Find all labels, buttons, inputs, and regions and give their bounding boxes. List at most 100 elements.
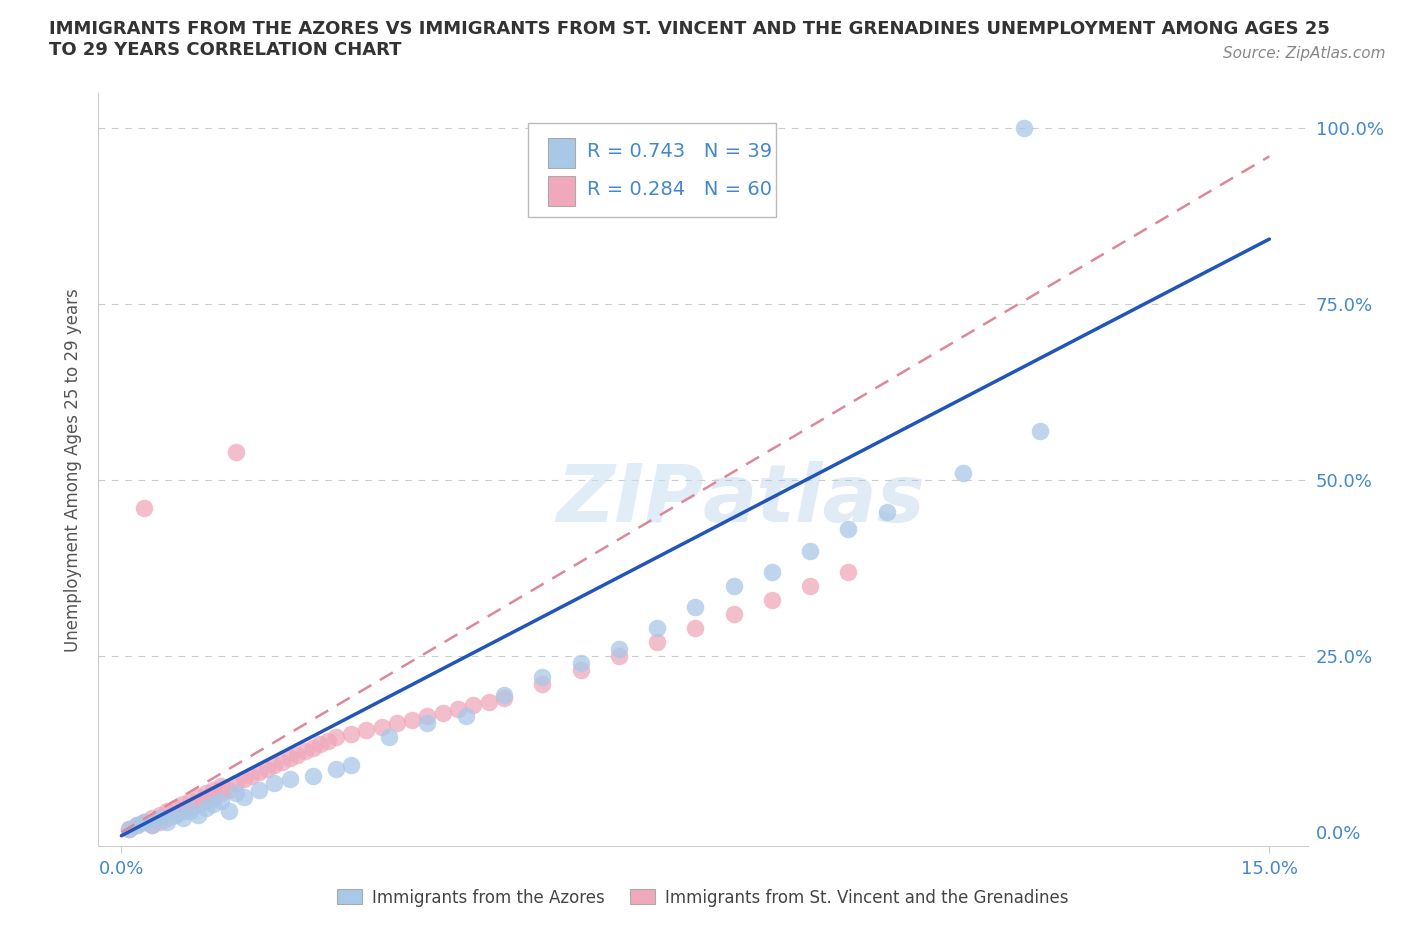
Point — [463, 698, 485, 713]
Point — [401, 712, 423, 727]
Point — [416, 716, 439, 731]
Text: R = 0.284   N = 60: R = 0.284 N = 60 — [586, 179, 772, 199]
Point — [278, 751, 301, 765]
Text: TO 29 YEARS CORRELATION CHART: TO 29 YEARS CORRELATION CHART — [49, 41, 402, 59]
Point — [125, 817, 148, 832]
Point — [187, 807, 209, 822]
Point — [256, 762, 278, 777]
Point — [179, 804, 201, 818]
Point — [761, 592, 783, 607]
Point — [723, 606, 745, 621]
Point — [209, 793, 232, 808]
Point — [218, 782, 240, 797]
Point — [876, 504, 898, 519]
Point — [209, 779, 232, 794]
Point — [316, 733, 339, 748]
Point — [194, 800, 217, 815]
Point — [194, 786, 217, 801]
Point — [492, 687, 515, 702]
Point — [202, 797, 225, 812]
Point — [278, 772, 301, 787]
Point — [263, 776, 285, 790]
Legend: Immigrants from the Azores, Immigrants from St. Vincent and the Grenadines: Immigrants from the Azores, Immigrants f… — [330, 882, 1076, 913]
Point — [194, 793, 217, 808]
Point — [240, 768, 263, 783]
Point — [447, 701, 470, 716]
Point — [125, 817, 148, 832]
Point — [141, 817, 163, 832]
Point — [202, 790, 225, 804]
Point — [149, 815, 172, 830]
Point — [156, 811, 179, 826]
Point — [378, 730, 401, 745]
Point — [187, 790, 209, 804]
Point — [454, 709, 477, 724]
Point — [340, 726, 363, 741]
Bar — [548, 139, 575, 168]
Text: IMMIGRANTS FROM THE AZORES VS IMMIGRANTS FROM ST. VINCENT AND THE GRENADINES UNE: IMMIGRANTS FROM THE AZORES VS IMMIGRANTS… — [49, 20, 1330, 38]
Point — [287, 748, 309, 763]
Point — [325, 730, 347, 745]
Point — [645, 634, 668, 649]
Point — [247, 782, 270, 797]
Point — [492, 691, 515, 706]
Point — [531, 670, 554, 684]
Point — [356, 723, 378, 737]
Point — [723, 578, 745, 593]
Point — [187, 797, 209, 812]
Point — [225, 776, 247, 790]
Point — [799, 578, 821, 593]
Point — [432, 705, 454, 720]
Text: Source: ZipAtlas.com: Source: ZipAtlas.com — [1223, 46, 1386, 60]
Point — [301, 740, 323, 755]
Text: R = 0.743   N = 39: R = 0.743 N = 39 — [586, 142, 772, 161]
Point — [301, 768, 323, 783]
Point — [263, 758, 285, 773]
Point — [149, 811, 172, 826]
Point — [179, 800, 201, 815]
Point — [141, 811, 163, 826]
Point — [370, 719, 392, 734]
Point — [134, 815, 156, 830]
Point — [134, 501, 156, 516]
Point — [225, 786, 247, 801]
Point — [156, 815, 179, 830]
Point — [1014, 121, 1036, 136]
Y-axis label: Unemployment Among Ages 25 to 29 years: Unemployment Among Ages 25 to 29 years — [65, 287, 83, 652]
Point — [1028, 423, 1050, 438]
Point — [645, 620, 668, 635]
Point — [156, 804, 179, 818]
Point — [685, 620, 707, 635]
Point — [118, 821, 141, 836]
Point — [118, 821, 141, 836]
Point — [209, 786, 232, 801]
Point — [202, 782, 225, 797]
Text: atlas: atlas — [703, 460, 925, 538]
Point — [685, 600, 707, 615]
Point — [294, 744, 316, 759]
Point — [531, 677, 554, 692]
Point — [163, 807, 186, 822]
Point — [172, 804, 194, 818]
Point — [163, 807, 186, 822]
Point — [149, 807, 172, 822]
Point — [952, 466, 974, 481]
Point — [569, 663, 592, 678]
Point — [385, 716, 408, 731]
FancyBboxPatch shape — [527, 123, 776, 218]
Point — [837, 565, 859, 579]
Point — [271, 754, 294, 769]
Point — [607, 642, 630, 657]
Point — [141, 817, 163, 832]
Point — [134, 815, 156, 830]
Point — [232, 772, 254, 787]
Point — [247, 765, 270, 780]
Point — [218, 804, 240, 818]
Point — [225, 445, 247, 459]
Point — [799, 543, 821, 558]
Point — [607, 649, 630, 664]
Point — [416, 709, 439, 724]
Text: ZIP: ZIP — [555, 460, 703, 538]
Point — [569, 656, 592, 671]
Point — [837, 522, 859, 537]
